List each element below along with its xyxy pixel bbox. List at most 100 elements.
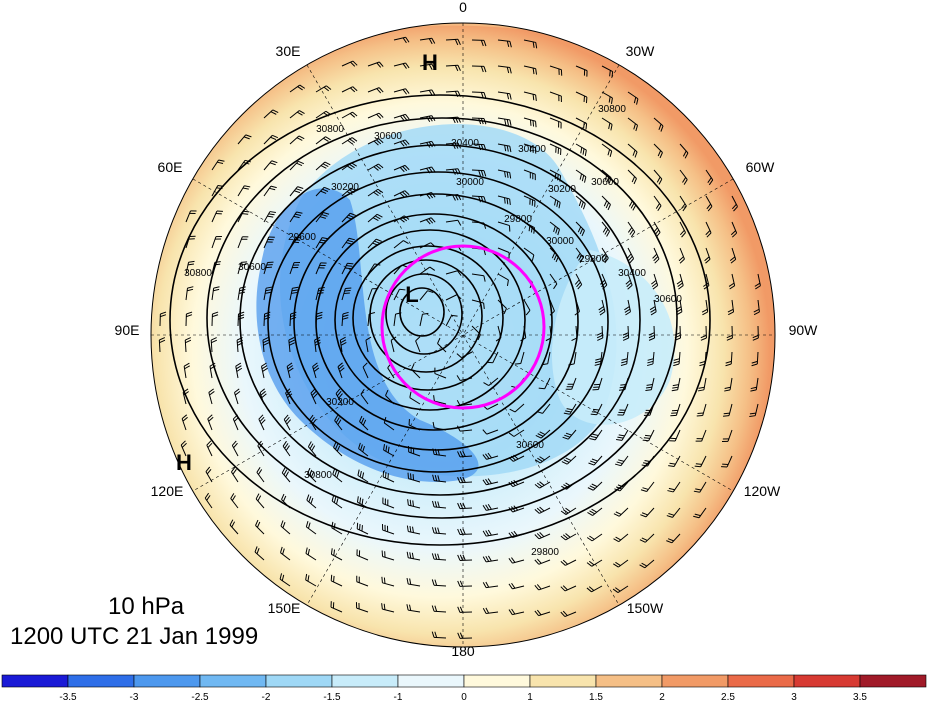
wind-barb: [408, 424, 421, 431]
wind-barb-flag: [487, 503, 492, 510]
wind-barb-flag: [676, 311, 683, 316]
wind-barb-flag: [657, 150, 662, 157]
wind-barb: [565, 559, 577, 566]
wind-barb-flag: [431, 192, 436, 198]
wind-barb-flag: [639, 564, 646, 569]
wind-barb-flag: [506, 171, 509, 178]
wind-barb: [575, 91, 588, 98]
wind-barb: [393, 62, 406, 67]
wind-barb-flag: [530, 226, 533, 233]
wind-barb: [566, 455, 577, 465]
wind-barb: [445, 270, 458, 275]
wind-barb: [549, 273, 558, 285]
wind-barb-flag: [291, 291, 298, 294]
wind-barb-flag: [264, 311, 271, 315]
contour-label: 30200: [331, 182, 359, 193]
wind-barb-flag: [257, 440, 262, 447]
wind-barb: [699, 481, 707, 493]
wind-barb: [434, 480, 447, 483]
wind-barb-flag: [504, 171, 506, 178]
wind-barb: [575, 195, 586, 204]
wind-barb: [315, 262, 322, 275]
wind-barb: [549, 221, 560, 230]
wind-barb: [331, 527, 343, 535]
wind-barb-flag: [534, 483, 540, 489]
contour-line: [334, 229, 526, 411]
wind-barb: [471, 299, 484, 304]
wind-barb-flag: [536, 507, 542, 513]
wind-barb-flag: [754, 282, 761, 287]
wind-barb-flag: [641, 512, 648, 516]
wind-barb-flag: [314, 339, 321, 344]
wind-barb: [617, 585, 629, 594]
contour-line: [385, 273, 463, 355]
wind-barb-flag: [602, 226, 607, 233]
wind-barb-flag: [452, 143, 456, 150]
wind-barb: [307, 473, 317, 483]
wind-barb-flag: [536, 558, 542, 564]
wind-barb-flag: [708, 179, 714, 186]
wind-barb-flag: [554, 199, 557, 206]
wind-barb: [260, 366, 265, 379]
wind-barb-flag: [592, 433, 599, 437]
contour-label: 30200: [548, 184, 576, 195]
wind-barb-flag: [482, 454, 487, 460]
wind-barb: [211, 159, 220, 171]
wind-barb: [497, 91, 510, 95]
wind-barb-flag: [360, 417, 365, 424]
wind-barb-flag: [533, 227, 536, 234]
wind-barb-flag: [513, 505, 519, 511]
wind-barb: [337, 366, 343, 379]
wind-barb: [280, 525, 291, 535]
wind-barb-flag: [361, 498, 364, 505]
wind-barb-flag: [428, 167, 433, 173]
wind-barb-flag: [506, 198, 509, 205]
wind-barb-flag: [324, 186, 330, 191]
wind-barb: [307, 446, 317, 457]
wind-barb-flag: [582, 148, 585, 155]
wind-barb-flag: [673, 358, 680, 361]
wind-barb-flag: [702, 311, 708, 316]
wind-barb-flag: [457, 580, 461, 587]
wind-barb-flag: [188, 260, 195, 263]
wind-barb-flag: [269, 162, 276, 166]
wind-barb: [591, 585, 603, 593]
wind-barb-flag: [426, 142, 431, 148]
wind-barb-flag: [323, 86, 330, 92]
wind-barb-flag: [541, 363, 548, 366]
wind-barb-flag: [244, 159, 252, 163]
wind-barb-flag: [432, 448, 435, 455]
wind-barb-flag: [405, 88, 410, 94]
wind-barb-flag: [571, 337, 578, 341]
wind-barb: [575, 273, 583, 285]
wind-barb: [411, 369, 421, 379]
wind-barb-flag: [601, 253, 606, 259]
wind-barb: [255, 525, 265, 535]
wind-barb-flag: [650, 311, 657, 316]
wind-barb-flag: [234, 416, 240, 422]
wind-barb: [282, 445, 291, 457]
wind-barb-flag: [483, 40, 487, 47]
wind-barb-flag: [206, 440, 212, 446]
wind-barb-flag: [268, 213, 275, 216]
wind-barb: [565, 533, 577, 541]
wind-barb-flag: [487, 478, 492, 484]
wind-barb: [672, 507, 681, 518]
wind-barb: [263, 134, 273, 145]
wind-barb-flag: [259, 388, 265, 394]
wind-barb-flag: [626, 253, 632, 259]
wind-barb-flag: [238, 291, 246, 294]
wind-barb: [306, 526, 317, 535]
wind-barb-flag: [356, 496, 359, 503]
wind-barb-flag: [233, 442, 238, 449]
wind-barb: [419, 115, 432, 119]
wind-barb: [679, 299, 683, 312]
wind-barb: [619, 481, 629, 492]
wind-barb-flag: [182, 388, 189, 393]
wind-barb: [315, 186, 325, 197]
wind-barb-flag: [694, 465, 701, 468]
wind-barb-flag: [653, 227, 658, 233]
wind-barb-flag: [338, 364, 344, 370]
wind-barb-flag: [639, 539, 646, 543]
wind-barb-flag: [579, 173, 583, 180]
